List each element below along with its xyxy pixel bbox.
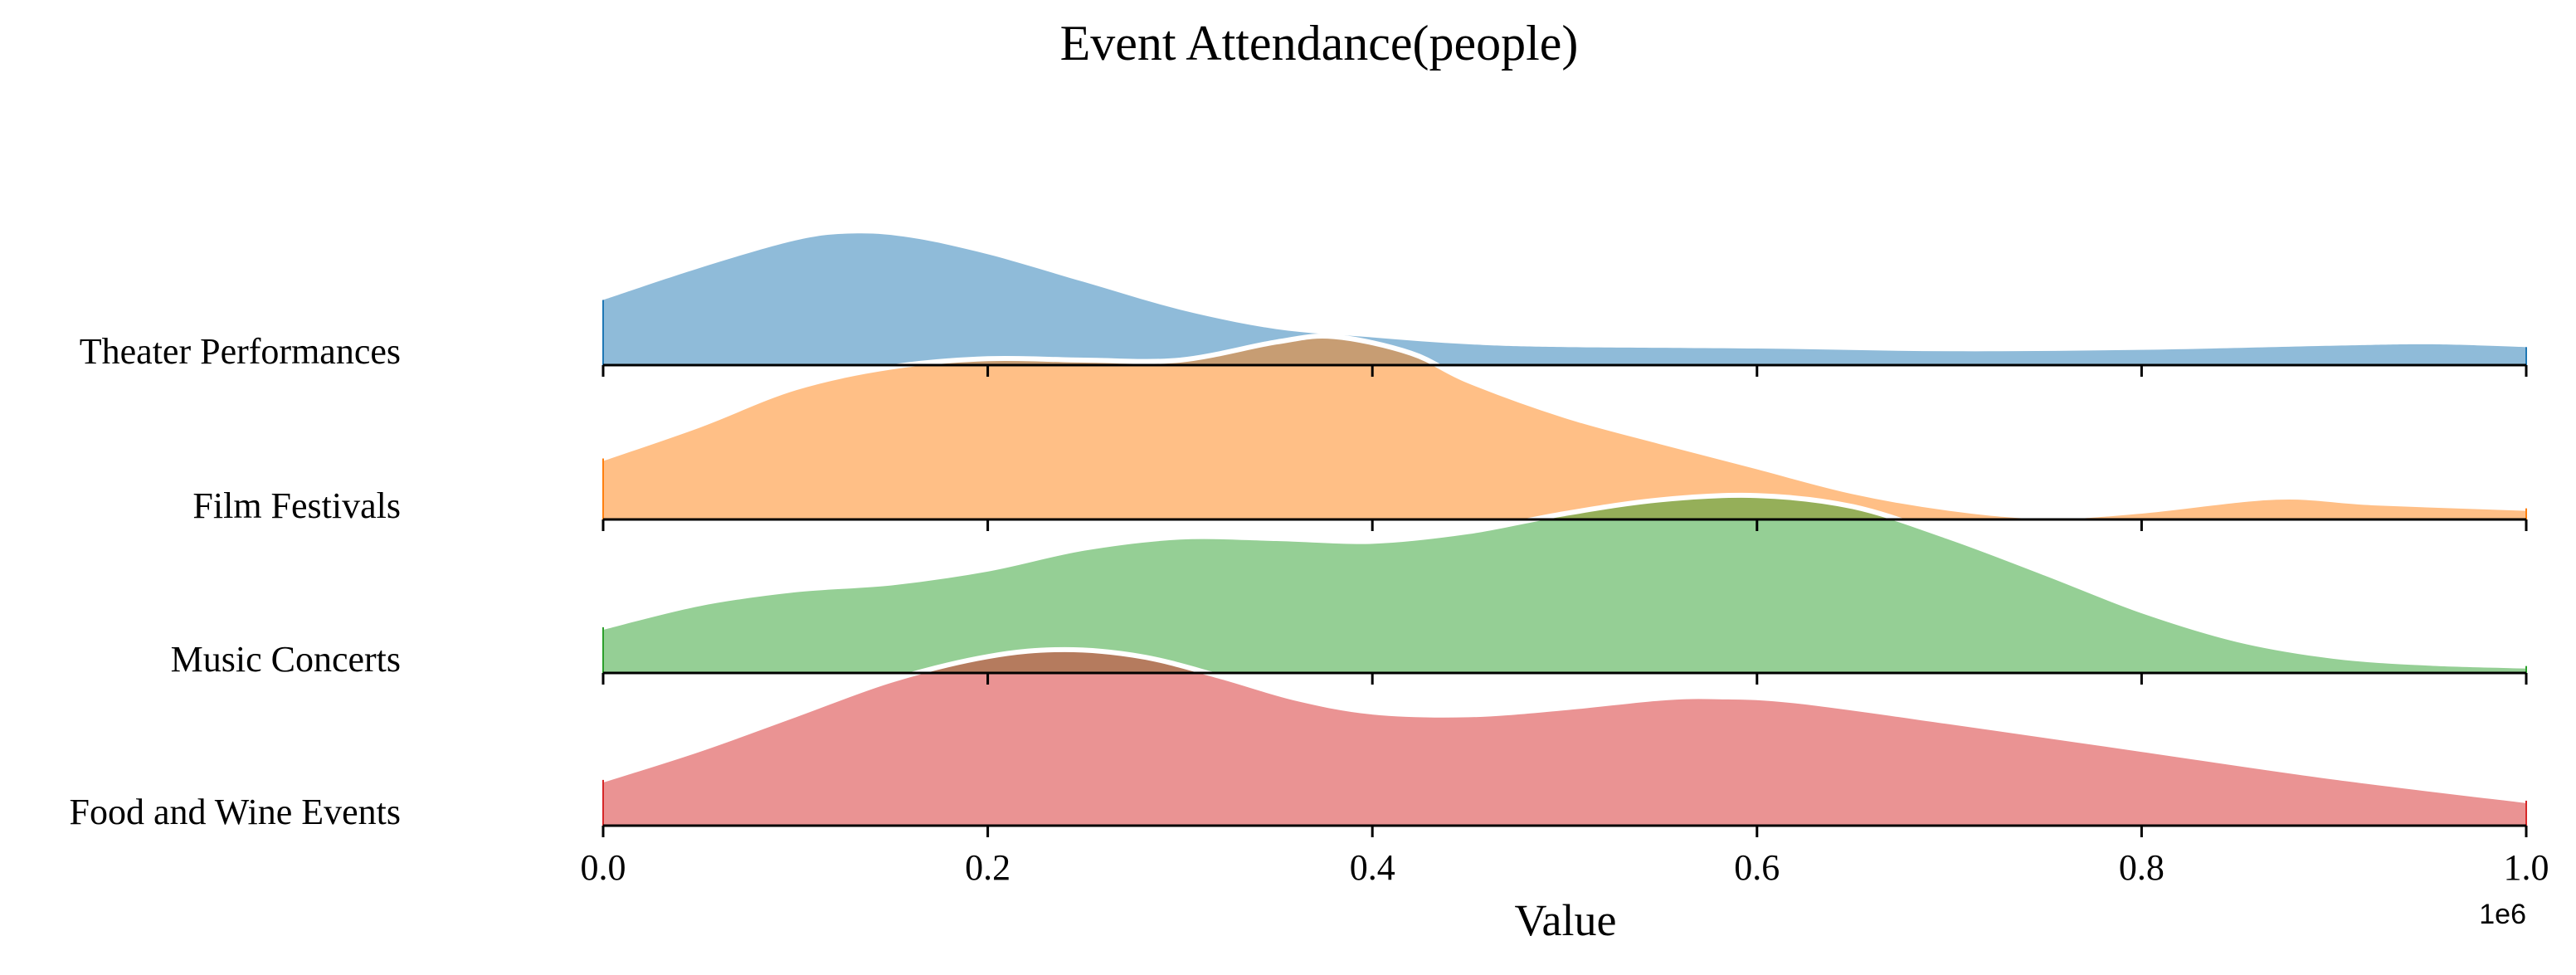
category-labels: Theater Performances Film Festivals Music … [70, 331, 401, 832]
ridge-outline-food-and-wine-events [602, 646, 2527, 803]
category-label: Music Concerts [171, 639, 401, 680]
ridge-outline-music-concerts [602, 492, 2527, 669]
x-tick-label: 0.6 [1734, 847, 1780, 888]
x-tick-labels: 0.0 0.2 0.4 0.6 0.8 1.0 [581, 847, 2549, 888]
chart-title: Event Attendance(people) [1060, 16, 1579, 71]
x-offset-label: 1e6 [2479, 899, 2526, 930]
ridge-layers [602, 233, 2527, 826]
category-label: Food and Wine Events [70, 792, 401, 832]
x-tick-label: 0.4 [1350, 847, 1395, 888]
x-tick-label: 1.0 [2504, 847, 2549, 888]
x-axis-label: Value [1515, 895, 1617, 945]
category-label: Film Festivals [192, 485, 401, 526]
ridge-area-film-festivals [603, 335, 2526, 519]
ridge-food-and-wine-events [602, 646, 2527, 826]
x-tick-label: 0.0 [581, 847, 626, 888]
ridge-music-concerts [602, 492, 2527, 673]
x-tick-label: 0.2 [965, 847, 1010, 888]
ridge-area-theater-performances [603, 233, 2526, 365]
x-tick-label: 0.8 [2119, 847, 2165, 888]
ridge-area-music-concerts [603, 495, 2526, 673]
category-label: Theater Performances [80, 331, 401, 372]
baseline-axes [601, 363, 2528, 837]
ridge-theater-performances [602, 233, 2527, 365]
ridge-area-food-and-wine-events [603, 649, 2526, 826]
